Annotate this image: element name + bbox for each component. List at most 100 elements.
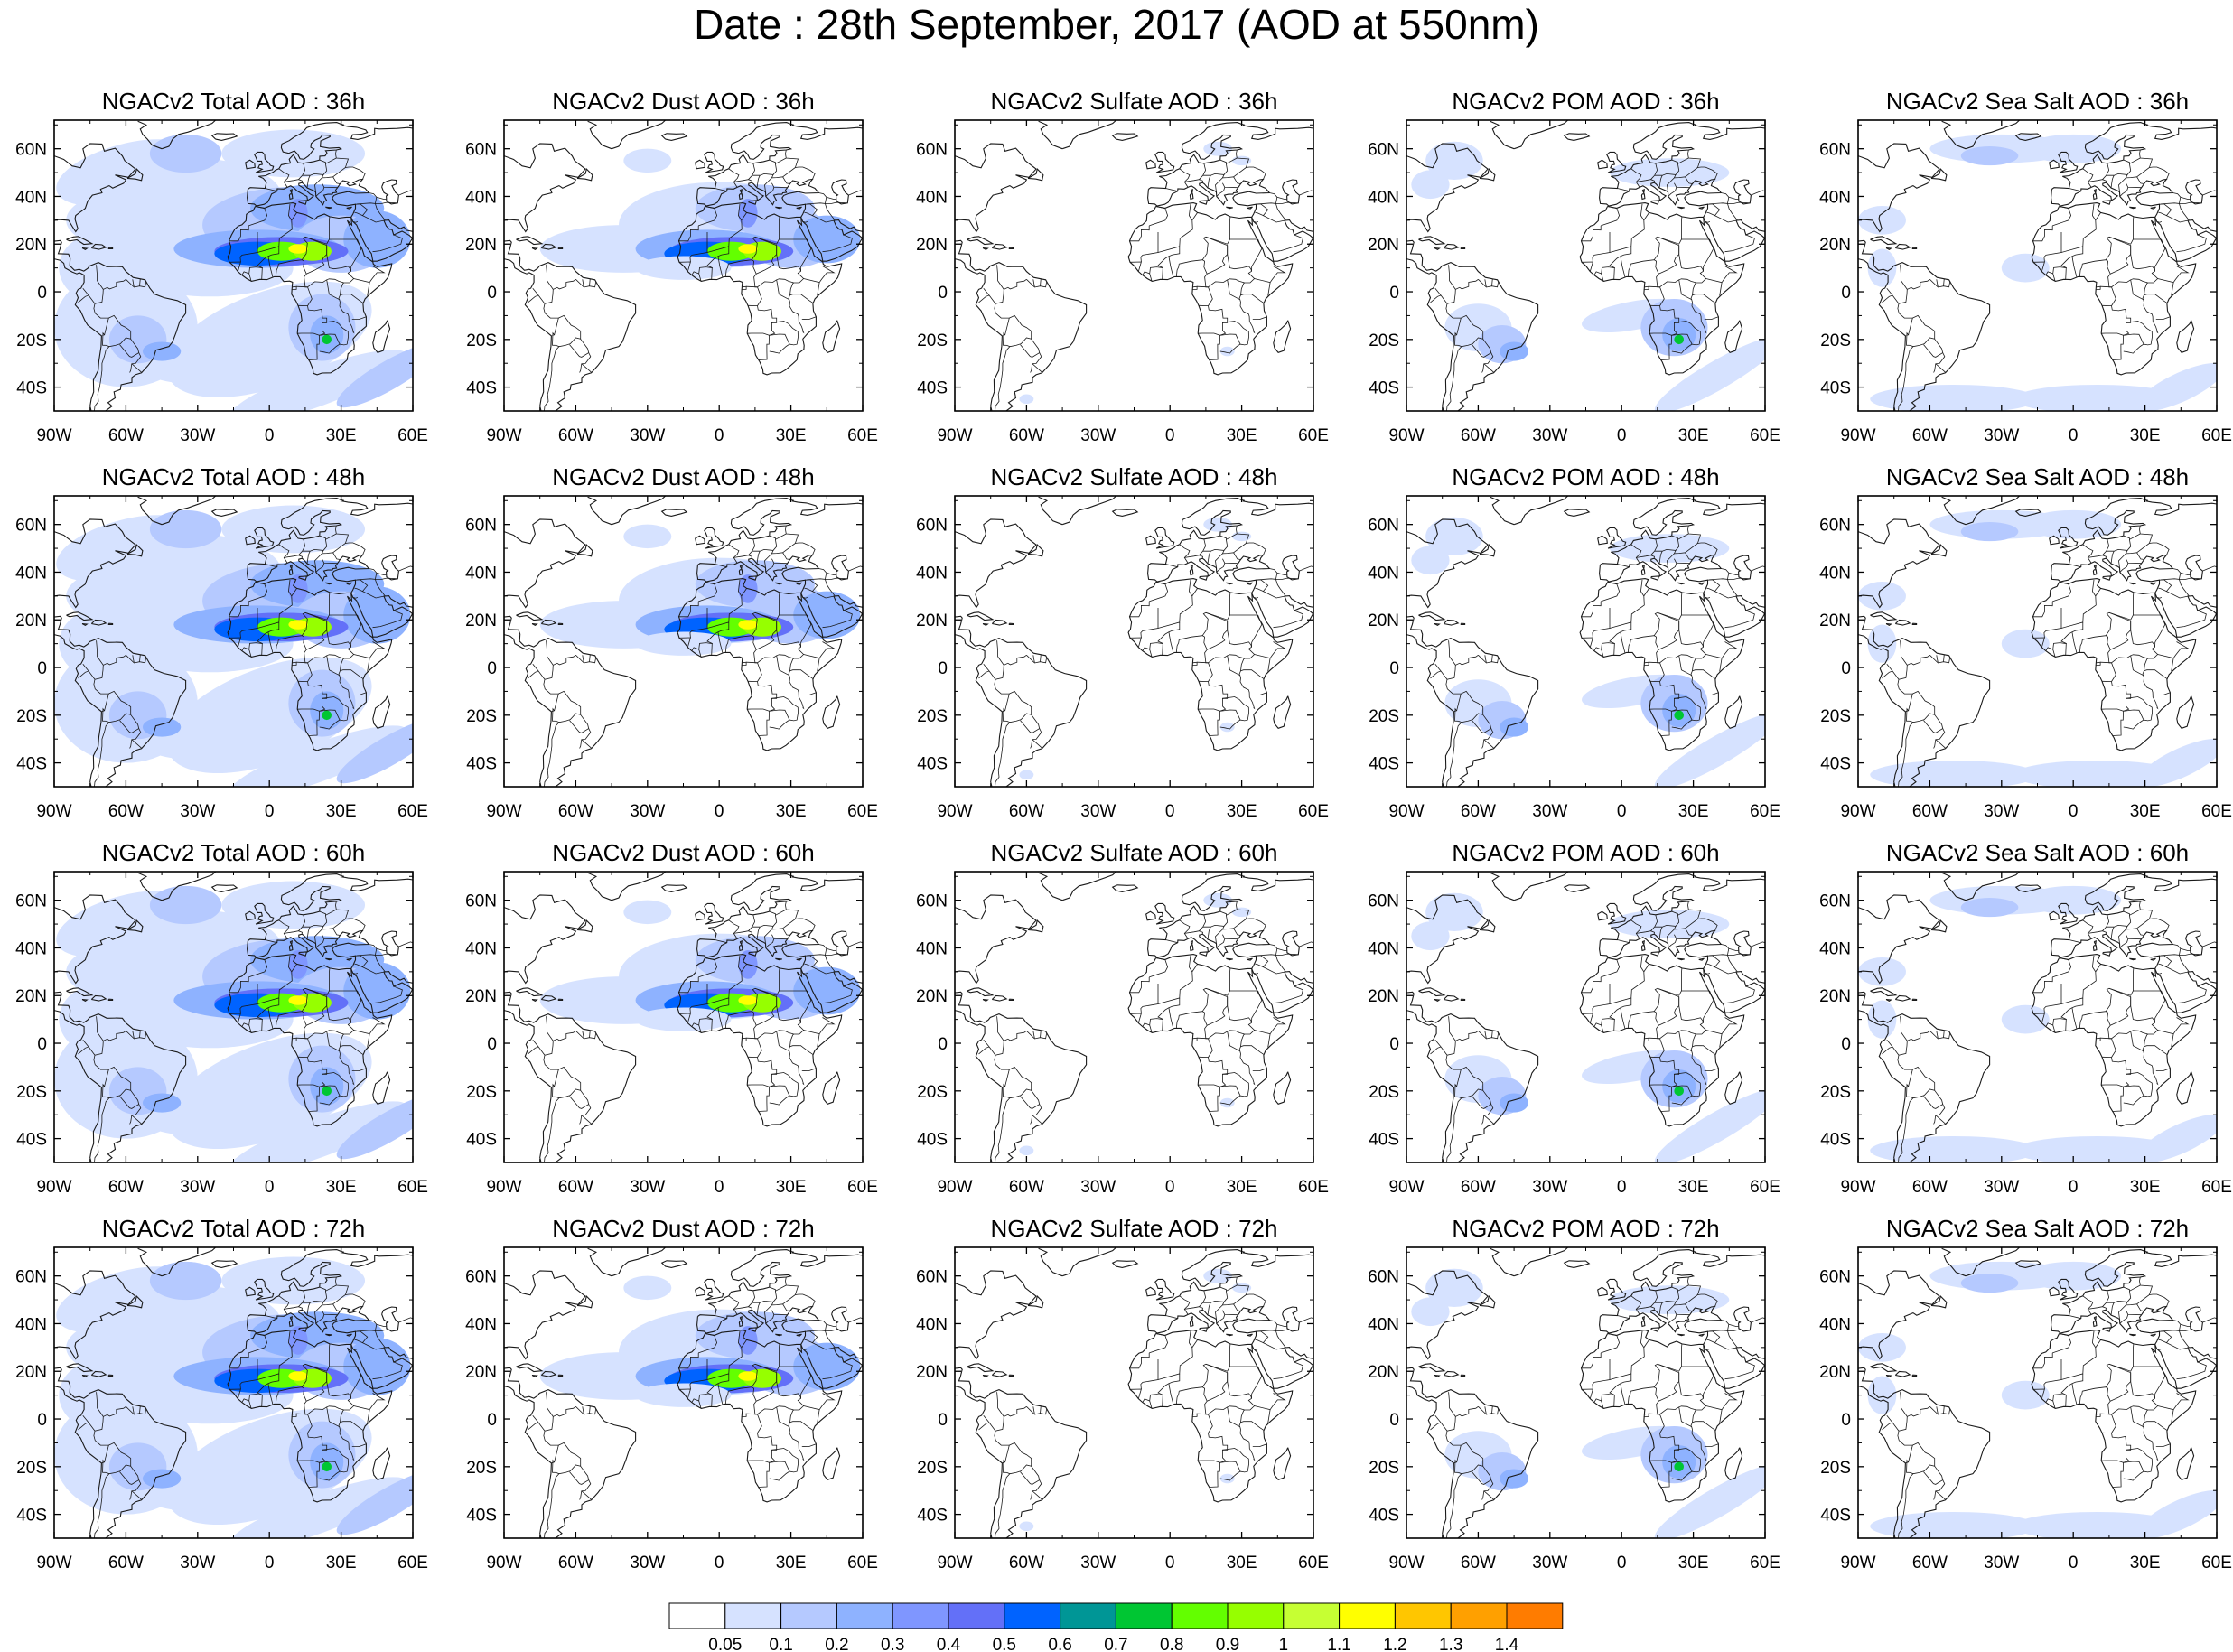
coastline — [1650, 575, 1660, 581]
country-border — [1197, 661, 1213, 682]
country-border — [1191, 1339, 1198, 1349]
country-border — [376, 196, 387, 201]
coastline — [1698, 957, 1705, 961]
country-border — [1481, 352, 1494, 373]
country-border — [817, 1409, 820, 1423]
aod-contour — [1867, 1000, 1897, 1039]
country-border — [1678, 1406, 1692, 1428]
coastline — [210, 133, 238, 141]
coastline — [955, 991, 1088, 1162]
coastline — [2150, 206, 2156, 210]
aod-contour — [1203, 517, 1233, 532]
country-border — [788, 294, 800, 303]
coastline — [748, 951, 758, 957]
country-border — [724, 264, 729, 277]
lon-tick-label: 30E — [326, 1178, 357, 1197]
country-border — [765, 1314, 775, 1324]
country-border — [543, 1405, 576, 1462]
lon-tick-label: 30W — [1080, 1554, 1116, 1573]
country-border — [129, 728, 142, 749]
country-border — [357, 192, 378, 205]
coastline — [54, 1367, 187, 1538]
country-border — [1617, 1315, 1630, 1320]
lon-tick-label: 0 — [715, 802, 724, 821]
country-border — [579, 352, 592, 373]
lon-tick-label: 90W — [1840, 802, 1875, 821]
country-border — [1654, 910, 1680, 928]
lat-tick-label: 40N — [916, 188, 948, 207]
country-border — [1472, 1090, 1492, 1109]
lat-tick-label: 40S — [466, 755, 497, 774]
country-border — [1658, 175, 1663, 189]
country-border — [1706, 579, 1721, 593]
country-border — [1643, 1413, 1649, 1417]
lat-tick-label: 0 — [1389, 1411, 1399, 1430]
country-border — [1246, 918, 1266, 931]
coastline — [1930, 168, 1948, 182]
country-border — [789, 1409, 795, 1423]
country-border — [1650, 914, 1658, 931]
country-border — [345, 542, 366, 555]
country-border — [2123, 1072, 2153, 1106]
country-border — [350, 1366, 362, 1399]
coastline — [1027, 168, 1044, 182]
aod-contour — [635, 256, 732, 280]
coastline — [697, 1249, 794, 1317]
lat-tick-label: 60N — [465, 1268, 497, 1287]
aod-contour — [2136, 1115, 2217, 1162]
lon-tick-label: 30E — [1678, 1178, 1709, 1197]
lat-tick-label: 20S — [1820, 1083, 1851, 1102]
coastline — [227, 578, 393, 751]
map-panel-sulfate-60h: NGACv2 Sulfate AOD : 60h60N40N20N020S40S… — [916, 839, 1329, 1197]
country-border — [1685, 149, 1702, 178]
country-border — [1222, 1303, 1241, 1311]
coastline — [982, 247, 989, 250]
country-border — [1239, 1429, 1256, 1461]
country-border — [319, 1448, 349, 1481]
country-border — [826, 196, 836, 201]
coastline — [1724, 320, 1743, 353]
country-border — [1751, 1317, 1765, 1323]
country-border — [1191, 661, 1198, 666]
country-border — [589, 1030, 591, 1038]
coastline — [2185, 1306, 2203, 1332]
lon-tick-label: 30W — [180, 1554, 215, 1573]
country-border — [795, 166, 816, 180]
coastline — [831, 930, 849, 957]
coastline — [2145, 876, 2217, 891]
country-border — [1658, 927, 1663, 940]
country-border — [1240, 1033, 1246, 1047]
country-border — [2155, 316, 2171, 321]
country-border — [1685, 525, 1702, 554]
country-border — [1263, 215, 1285, 223]
country-border — [338, 294, 350, 303]
country-border — [2202, 941, 2217, 947]
coastline — [1154, 527, 1175, 549]
lon-tick-label: 0 — [265, 802, 275, 821]
coastline — [298, 951, 308, 957]
country-border — [239, 608, 258, 639]
country-border — [678, 601, 699, 618]
country-border — [326, 1372, 355, 1411]
country-border — [817, 1033, 820, 1048]
coastline — [704, 902, 724, 925]
country-border — [812, 591, 835, 599]
map-panel-seasalt-36h: NGACv2 Sea Salt AOD : 36h60N40N20N020S40… — [1819, 88, 2232, 445]
lon-tick-label: 0 — [1165, 426, 1175, 445]
country-border — [1040, 1405, 1042, 1414]
coastline — [677, 1330, 843, 1503]
country-border — [2156, 596, 2163, 599]
country-border — [2052, 642, 2067, 658]
country-border — [2069, 939, 2081, 944]
coastline — [107, 622, 114, 626]
country-border — [706, 1373, 730, 1395]
coastline — [1733, 555, 1752, 581]
country-border — [2142, 294, 2154, 303]
coastline — [1251, 968, 1313, 1013]
country-border — [1703, 238, 1714, 272]
country-border — [322, 928, 341, 936]
country-border — [800, 238, 812, 272]
country-border — [1706, 1330, 1721, 1344]
lat-tick-label: 40S — [466, 1507, 497, 1526]
country-border — [325, 533, 337, 540]
